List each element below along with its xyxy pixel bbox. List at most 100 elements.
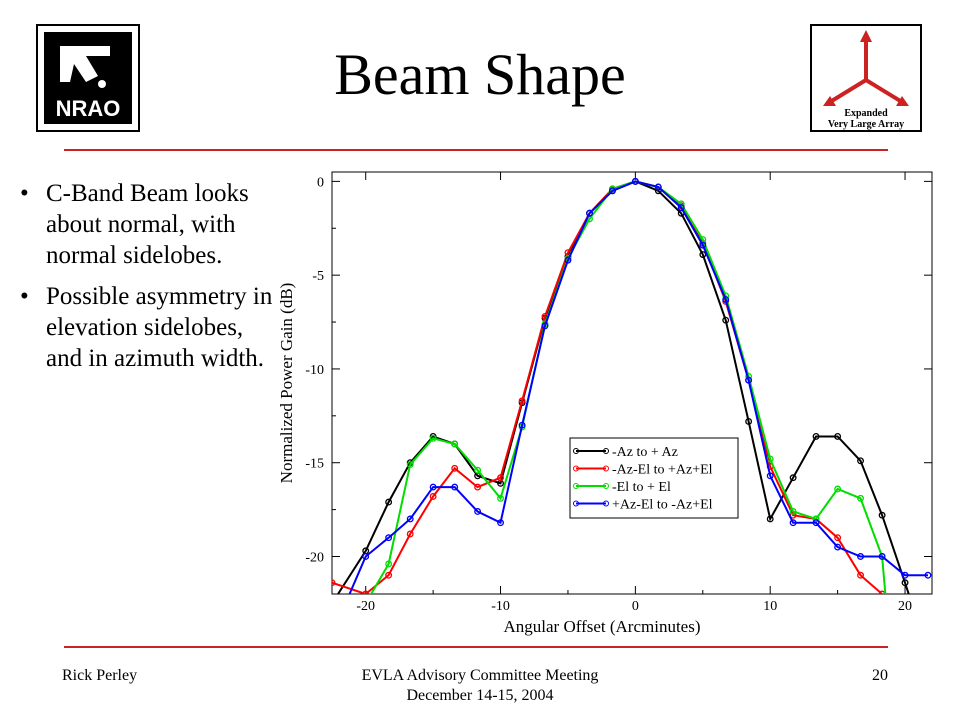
legend-entry: +Az-El to -Az+El (612, 498, 713, 513)
bottom-divider (64, 646, 888, 648)
series-point-0 (329, 601, 335, 607)
y-tick-label: -10 (305, 363, 324, 378)
series-point-3 (608, 187, 616, 195)
series-point-1 (518, 397, 526, 405)
series-point-3 (789, 519, 797, 527)
bullet-text: C-Band Beam looks about normal, with nor… (46, 180, 249, 269)
series-line-0 (336, 180, 910, 594)
series-point-2 (857, 494, 864, 502)
legend-marker (603, 448, 609, 454)
series-point-3 (406, 515, 414, 523)
series-point-2 (429, 434, 437, 442)
x-tick-label: 0 (632, 599, 639, 614)
series-line-1 (332, 180, 884, 594)
series-point-3 (518, 421, 526, 429)
series-point-3 (362, 553, 370, 560)
series-point-1 (451, 464, 459, 472)
series-point-3 (834, 543, 842, 551)
bullet-list: • C-Band Beam looks about normal, with n… (20, 178, 280, 384)
legend-marker (573, 448, 579, 454)
series-point-3 (766, 472, 774, 480)
page-title: Beam Shape (334, 42, 626, 107)
series-point-3 (901, 571, 909, 579)
series-point-3 (745, 376, 753, 384)
series-point-0 (834, 433, 842, 440)
x-tick-label: -20 (356, 599, 375, 614)
series-point-1 (857, 571, 864, 579)
footer-date: December 14-15, 2004 (406, 687, 554, 704)
series-point-3 (857, 553, 864, 560)
y-tick-label: 0 (317, 175, 324, 190)
legend-marker (573, 465, 579, 472)
x-tick-label: -10 (491, 599, 510, 614)
evla-logo-line1: Expanded (844, 108, 888, 119)
plot-frame (331, 171, 933, 595)
series-point-3 (385, 534, 393, 542)
page-number: 20 (872, 667, 888, 684)
series-point-1 (406, 530, 414, 538)
beam-shape-chart: -20 -10 0 10 20 0 -5 -10 -15 -20 Angular Offset (A… (277, 171, 933, 636)
evla-logo: Expanded Very Large Array (810, 24, 922, 132)
series-point-1 (429, 493, 437, 500)
y-tick-label: -20 (305, 550, 324, 565)
evla-logo-line2: Very Large Array (828, 119, 904, 130)
legend-entry: -El to + El (612, 480, 671, 495)
legend-marker (603, 483, 609, 489)
footer-author: Rick Perley (62, 667, 138, 684)
series-point-1 (886, 601, 892, 607)
series-point-2 (406, 461, 414, 469)
x-axis-label: Angular Offset (Arcminutes) (503, 617, 700, 636)
y-tick-label: -15 (305, 457, 324, 472)
series-point-0 (812, 433, 820, 440)
series-point-0 (878, 511, 886, 519)
x-tick-label: 10 (763, 599, 777, 614)
series-point-3 (654, 183, 662, 191)
series-point-3 (722, 296, 730, 303)
series-line-2 (370, 180, 887, 594)
series-point-3 (451, 483, 459, 491)
series-point-0 (766, 515, 774, 523)
series-point-3 (564, 256, 572, 264)
series-point-1 (834, 534, 842, 542)
series-point-2 (497, 494, 504, 502)
series-point-0 (789, 474, 797, 482)
series-point-1 (474, 483, 482, 491)
top-divider (64, 149, 888, 151)
series-point-3 (878, 553, 886, 560)
footer-meeting: EVLA Advisory Committee Meeting December… (270, 666, 690, 706)
series-point-2 (834, 485, 842, 493)
series-point-1 (385, 571, 393, 579)
series-point-1 (497, 474, 504, 482)
legend-entry: -Az-El to +Az+El (612, 463, 713, 478)
series-point-3 (677, 204, 685, 212)
series-point-2 (451, 440, 459, 448)
bullet-item: • C-Band Beam looks about normal, with n… (20, 178, 280, 271)
legend-marker (603, 465, 609, 472)
footer-meeting-name: EVLA Advisory Committee Meeting (361, 667, 599, 684)
bullet-item: • Possible asymmetry in elevation sidelo… (20, 281, 280, 374)
legend-marker (603, 500, 609, 507)
series-point-2 (385, 560, 393, 568)
series-point-3 (343, 601, 349, 607)
series-point-0 (857, 457, 864, 465)
nrao-logo-text: NRAO (56, 96, 121, 121)
series-point-0 (745, 417, 753, 425)
series-point-1 (332, 579, 336, 587)
series-point-2 (883, 601, 889, 607)
legend-marker (573, 500, 579, 507)
series-point-3 (631, 177, 639, 185)
series-point-3 (429, 483, 437, 491)
y-axis-label: Normalized Power Gain (dB) (277, 283, 296, 484)
series-point-3 (474, 508, 482, 515)
series-point-3 (541, 322, 549, 330)
series-point-2 (474, 466, 482, 474)
bullet-text: Possible asymmetry in elevation sidelobe… (46, 283, 273, 372)
x-tick-label: 20 (898, 599, 912, 614)
nrao-logo: NRAO (36, 24, 140, 132)
series-point-1 (878, 590, 886, 594)
series-point-0 (901, 579, 909, 587)
plot-area (329, 177, 932, 607)
bullet-dot-icon: • (20, 180, 29, 207)
series-point-0 (722, 316, 730, 324)
legend-marker (573, 483, 579, 489)
